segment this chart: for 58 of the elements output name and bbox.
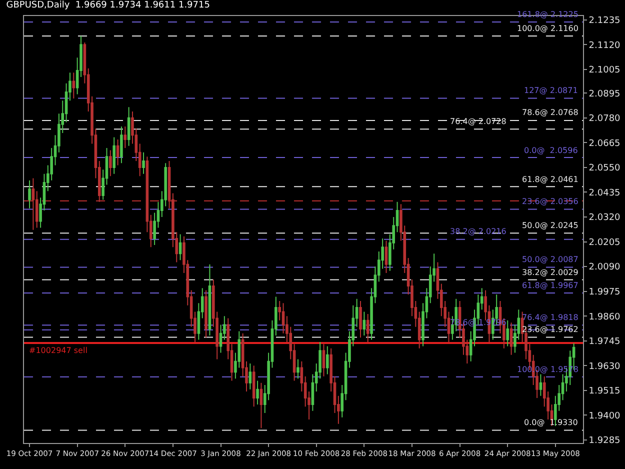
chart-title: GBPUSD,Daily 1.9669 1.9734 1.9611 1.9715 — [6, 0, 210, 11]
ref-line-label: 50.0@ 2.0245 — [522, 221, 578, 230]
ref-line-label: 23.6@ 2.0356 — [522, 197, 578, 206]
y-tick-label: 1.9630 — [588, 362, 621, 372]
candlestick — [362, 311, 366, 336]
ref-line-label: 127@ 2.0871 — [524, 86, 578, 95]
candlestick — [112, 136, 116, 174]
candlestick — [359, 300, 362, 338]
candlestick — [142, 152, 145, 174]
candlestick — [260, 382, 263, 429]
candlestick — [204, 290, 208, 338]
y-tick-label: 2.0320 — [588, 213, 621, 224]
y-tick-label: 2.0550 — [588, 164, 621, 174]
candlestick — [28, 180, 31, 209]
y-tick-label: 2.0780 — [588, 114, 621, 124]
candlestick — [326, 346, 329, 375]
y-tick-label: 1.9975 — [588, 287, 620, 298]
ref-line-label: 76.4@ 1.9818 — [522, 313, 578, 322]
candlestick — [539, 374, 542, 396]
y-tick-label: 1.9745 — [588, 337, 620, 348]
candlestick — [127, 106, 130, 146]
candlestick — [109, 150, 112, 177]
y-tick-label: 2.0205 — [588, 238, 620, 248]
candlestick — [252, 365, 256, 408]
candlestick — [120, 126, 123, 164]
candlestick — [208, 264, 212, 336]
y-tick-label: 1.9515 — [588, 386, 620, 397]
ref-line-label: #1002947 sell — [29, 346, 88, 355]
candlestick — [124, 126, 127, 149]
ref-line-label: 38.2@ 2.0216 — [450, 227, 506, 236]
y-tick-label: 2.1120 — [588, 40, 621, 51]
ref-line-label: 61.8@ 2.0461 — [522, 175, 578, 184]
candlestick — [296, 358, 300, 380]
candlestick — [72, 72, 76, 100]
y-tick-label: 1.9285 — [588, 436, 620, 446]
candlestick — [510, 322, 513, 356]
ref-line-label: 0.0@ 2.0596 — [524, 146, 578, 155]
candlestick — [248, 363, 252, 390]
candlestick — [322, 344, 326, 377]
ref-line-label: 50.0@ 2.0087 — [522, 255, 578, 264]
y-tick-label: 1.9860 — [588, 312, 621, 322]
ref-line-label: 38.2@ 2.0029 — [522, 268, 578, 277]
y-tick-label: 2.0665 — [588, 138, 620, 149]
candlestick — [384, 240, 388, 274]
ref-line-label: 100.0@ 2.1160 — [517, 24, 578, 33]
y-tick-label: 2.0090 — [588, 262, 621, 273]
ref-line-label: 61.8@ 1.9967 — [522, 281, 578, 290]
y-tick-label: 2.1235 — [588, 16, 620, 26]
y-tick-label: 2.0895 — [588, 89, 620, 100]
y-tick-label: 2.1005 — [588, 66, 620, 76]
ref-line-label: 78.6@ 2.0768 — [522, 108, 578, 117]
candlestick — [178, 234, 182, 261]
candlestick — [366, 313, 370, 342]
candlestick — [116, 138, 120, 166]
candlestick — [256, 380, 259, 405]
y-tick-label: 1.9400 — [588, 411, 621, 422]
candlestick — [506, 320, 510, 347]
y-tick-label: 2.0435 — [588, 188, 620, 198]
